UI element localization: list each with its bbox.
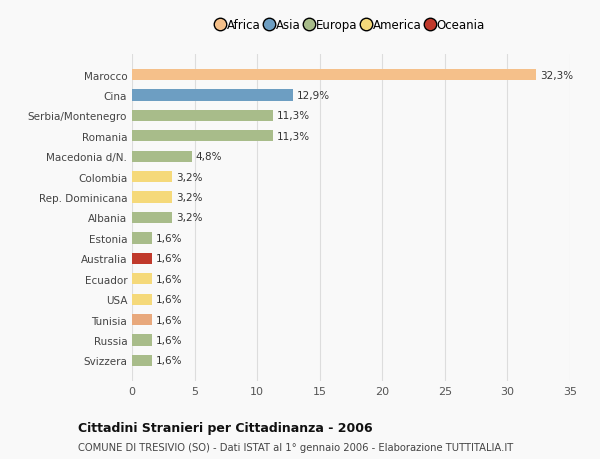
Bar xyxy=(132,294,152,305)
Text: 12,9%: 12,9% xyxy=(297,91,331,101)
Text: 1,6%: 1,6% xyxy=(156,274,182,284)
Text: COMUNE DI TRESIVIO (SO) - Dati ISTAT al 1° gennaio 2006 - Elaborazione TUTTITALI: COMUNE DI TRESIVIO (SO) - Dati ISTAT al … xyxy=(78,442,513,452)
Text: 1,6%: 1,6% xyxy=(156,233,182,243)
Bar xyxy=(132,355,152,366)
Text: 32,3%: 32,3% xyxy=(540,71,573,80)
Bar xyxy=(132,253,152,264)
Text: 11,3%: 11,3% xyxy=(277,132,310,141)
Text: 1,6%: 1,6% xyxy=(156,295,182,304)
Bar xyxy=(132,111,274,122)
Bar xyxy=(132,151,192,162)
Legend: Africa, Asia, Europa, America, Oceania: Africa, Asia, Europa, America, Oceania xyxy=(214,15,488,35)
Bar xyxy=(132,172,172,183)
Text: Cittadini Stranieri per Cittadinanza - 2006: Cittadini Stranieri per Cittadinanza - 2… xyxy=(78,421,373,434)
Text: 1,6%: 1,6% xyxy=(156,335,182,345)
Text: 3,2%: 3,2% xyxy=(176,193,202,203)
Bar xyxy=(132,90,293,101)
Text: 1,6%: 1,6% xyxy=(156,254,182,264)
Text: 1,6%: 1,6% xyxy=(156,356,182,365)
Bar xyxy=(132,192,172,203)
Bar xyxy=(132,70,536,81)
Text: 11,3%: 11,3% xyxy=(277,111,310,121)
Bar xyxy=(132,131,274,142)
Bar xyxy=(132,335,152,346)
Text: 4,8%: 4,8% xyxy=(196,152,223,162)
Bar xyxy=(132,233,152,244)
Text: 1,6%: 1,6% xyxy=(156,315,182,325)
Bar xyxy=(132,213,172,224)
Text: 3,2%: 3,2% xyxy=(176,172,202,182)
Bar xyxy=(132,274,152,285)
Bar xyxy=(132,314,152,325)
Text: 3,2%: 3,2% xyxy=(176,213,202,223)
